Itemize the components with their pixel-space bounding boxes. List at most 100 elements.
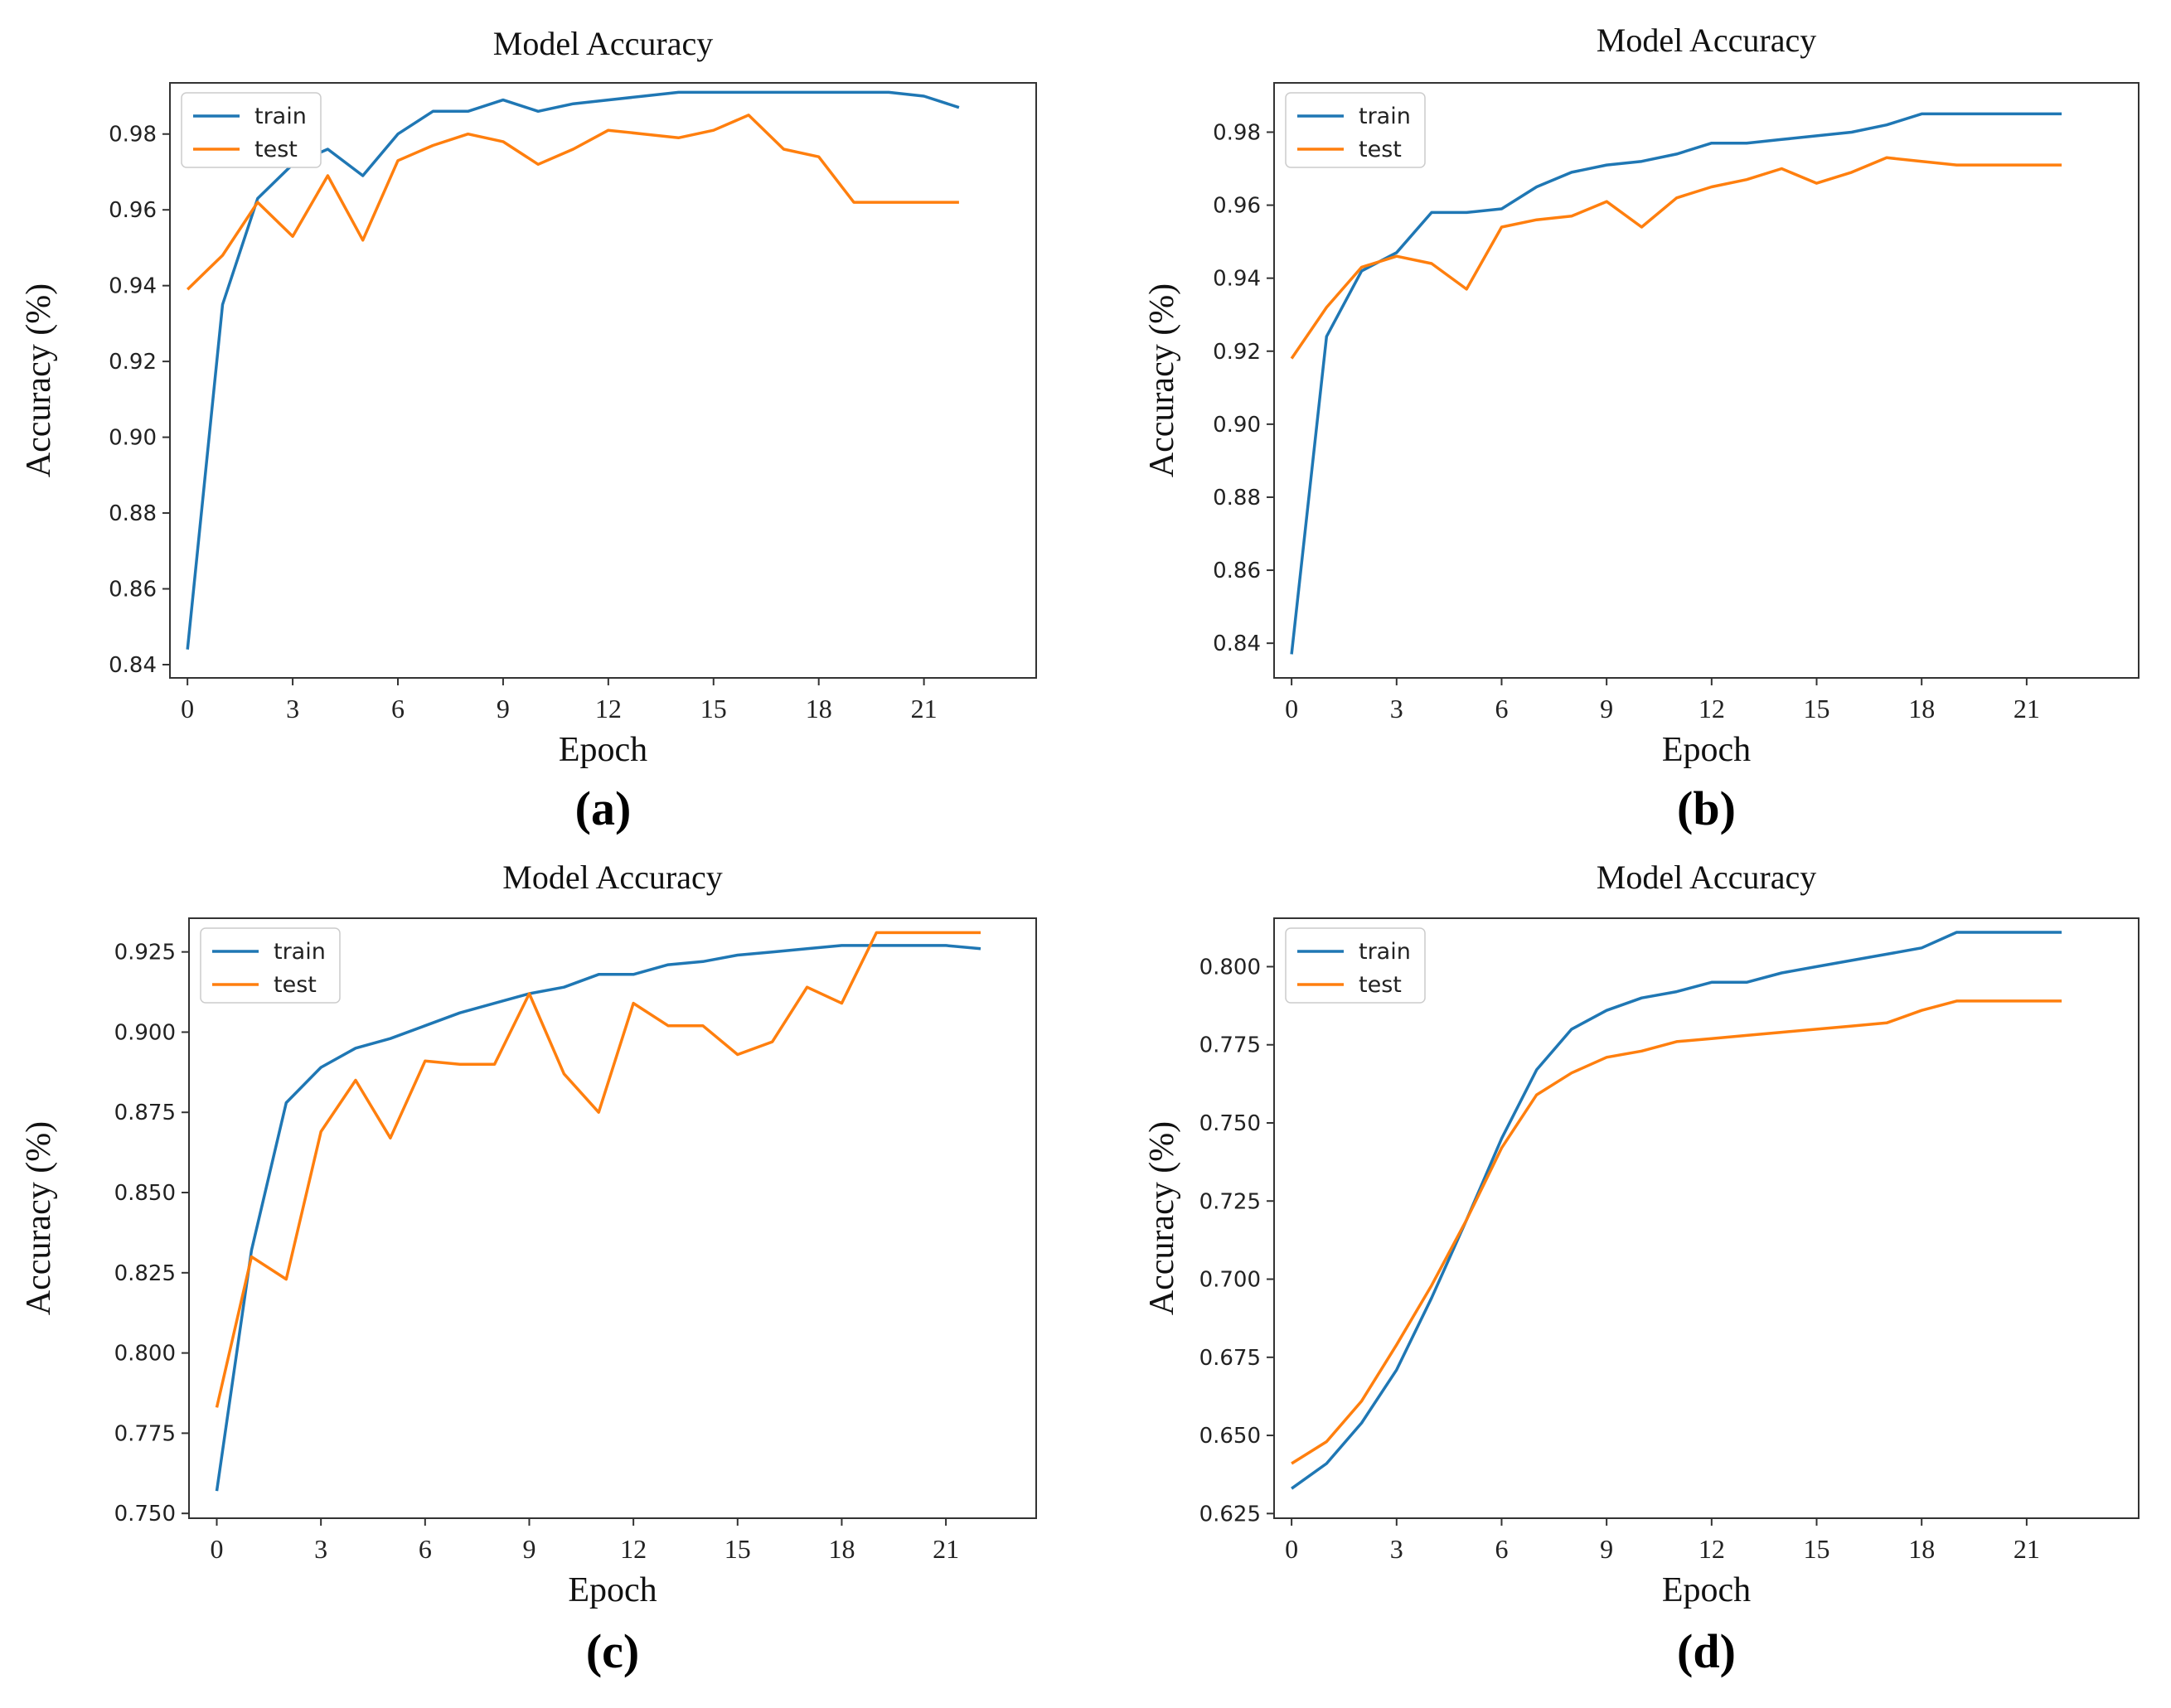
y-tick-label: 0.875 [114, 1101, 176, 1125]
series-line-train [1291, 931, 2062, 1490]
y-tick-label: 0.650 [1199, 1424, 1261, 1449]
legend-label-train: train [1359, 104, 1411, 129]
plot-frame [188, 917, 1037, 1519]
x-tick-label: 21 [2014, 1534, 2040, 1564]
chart-title: Model Accuracy [1597, 859, 1816, 896]
y-tick-label: 0.800 [114, 1342, 176, 1367]
x-tick-label: 0 [1285, 1534, 1298, 1564]
x-tick-label: 18 [1908, 1534, 1935, 1564]
y-tick-label: 0.88 [109, 501, 157, 526]
plot-frame [1273, 82, 2140, 679]
series-line-train [186, 90, 960, 650]
series-line-train [1290, 112, 2062, 655]
chart-title: Model Accuracy [493, 25, 713, 62]
x-tick-label: 6 [419, 1534, 432, 1564]
x-tick-label: 6 [1495, 694, 1508, 723]
chart-title: Model Accuracy [502, 859, 722, 896]
y-tick-label: 0.96 [109, 198, 157, 223]
y-tick-label: 0.84 [109, 653, 157, 678]
legend-label-train: train [1359, 939, 1411, 965]
x-tick-label: 0 [1285, 694, 1298, 723]
y-tick-label: 0.750 [1199, 1111, 1261, 1136]
y-tick-label: 0.94 [1213, 267, 1261, 292]
legend-label-test: test [1359, 972, 1402, 998]
x-tick-label: 9 [1600, 694, 1613, 723]
legend-label-test: test [274, 972, 317, 998]
chart-panel-b: Model Accuracy 0.84 0.86 0.88 0.90 0.92 0.94 0.… [1143, 22, 2140, 835]
y-tick-label: 0.825 [114, 1261, 176, 1286]
x-tick-label: 21 [911, 694, 938, 723]
x-tick-label: 9 [522, 1534, 535, 1564]
x-tick-label: 15 [700, 694, 727, 723]
chart-panel-c: Model Accuracy 0.750 0.775 0.800 0.825 0.850 0… [20, 859, 1037, 1678]
plot-frame [1273, 917, 2140, 1519]
x-tick-label: 12 [620, 1534, 647, 1564]
x-tick-label: 6 [391, 694, 405, 723]
series-line-test [1291, 999, 2062, 1465]
y-tick-label: 0.900 [114, 1020, 176, 1045]
y-tick-label: 0.90 [1213, 413, 1261, 438]
x-tick-label: 3 [286, 694, 299, 723]
panel-caption: (b) [1677, 781, 1736, 835]
x-tick-label: 21 [2014, 694, 2040, 723]
legend-label-train: train [274, 939, 326, 965]
panel-caption: (c) [586, 1624, 639, 1678]
y-tick-label: 0.90 [109, 426, 157, 451]
x-tick-label: 21 [933, 1534, 959, 1564]
y-tick-label: 0.88 [1213, 486, 1261, 510]
y-axis-label: Accuracy (%) [1143, 283, 1181, 477]
y-tick-label: 0.94 [109, 274, 157, 299]
chart-panel-d: Model Accuracy 0.625 0.650 0.675 0.700 0.725 0… [1143, 859, 2140, 1678]
y-tick-label: 0.96 [1213, 194, 1261, 219]
y-axis-label: Accuracy (%) [20, 283, 58, 477]
x-tick-label: 18 [1908, 694, 1935, 723]
x-tick-label: 9 [497, 694, 510, 723]
legend-label-test: test [1359, 137, 1402, 162]
x-tick-label: 12 [595, 694, 622, 723]
y-tick-label: 0.675 [1199, 1346, 1261, 1371]
x-tick-label: 9 [1600, 1534, 1613, 1564]
x-axis-label: Epoch [1662, 1571, 1751, 1609]
series-line-test [1290, 156, 2062, 360]
x-tick-label: 3 [314, 1534, 327, 1564]
y-tick-label: 0.700 [1199, 1268, 1261, 1293]
x-tick-label: 3 [1390, 694, 1403, 723]
y-axis-label: Accuracy (%) [20, 1121, 58, 1315]
y-tick-label: 0.625 [1199, 1502, 1261, 1527]
panel-caption: (d) [1677, 1624, 1736, 1678]
y-tick-label: 0.775 [114, 1421, 176, 1446]
chart-panel-a: Model Accuracy 0.84 0.86 0.88 0.90 0.92 0.94 0.… [20, 25, 1037, 835]
x-tick-label: 15 [724, 1534, 751, 1564]
x-tick-label: 3 [1390, 1534, 1403, 1564]
y-tick-label: 0.800 [1199, 955, 1261, 980]
series-line-train [215, 944, 981, 1492]
x-tick-label: 12 [1699, 1534, 1725, 1564]
x-tick-label: 18 [828, 1534, 855, 1564]
chart-title: Model Accuracy [1597, 22, 1816, 59]
x-tick-label: 0 [181, 694, 194, 723]
x-tick-label: 15 [1804, 1534, 1830, 1564]
y-tick-label: 0.84 [1213, 631, 1261, 656]
y-tick-label: 0.750 [114, 1502, 176, 1527]
y-tick-label: 0.86 [1213, 559, 1261, 583]
y-tick-label: 0.725 [1199, 1189, 1261, 1214]
x-axis-label: Epoch [568, 1571, 657, 1609]
legend-label-test: test [254, 137, 298, 162]
legend-label-train: train [254, 104, 307, 129]
x-axis-label: Epoch [1662, 731, 1751, 769]
plot-frame [169, 82, 1037, 679]
y-tick-label: 0.925 [114, 941, 176, 965]
y-tick-label: 0.775 [1199, 1033, 1261, 1058]
y-tick-label: 0.92 [1213, 340, 1261, 365]
x-tick-label: 12 [1699, 694, 1725, 723]
x-axis-label: Epoch [559, 731, 647, 769]
y-tick-label: 0.98 [1213, 120, 1261, 145]
series-line-test [215, 931, 981, 1408]
y-tick-label: 0.98 [109, 123, 157, 148]
y-axis-label: Accuracy (%) [1143, 1121, 1181, 1315]
x-tick-label: 0 [211, 1534, 224, 1564]
y-tick-label: 0.850 [114, 1181, 176, 1206]
y-tick-label: 0.92 [109, 350, 157, 375]
